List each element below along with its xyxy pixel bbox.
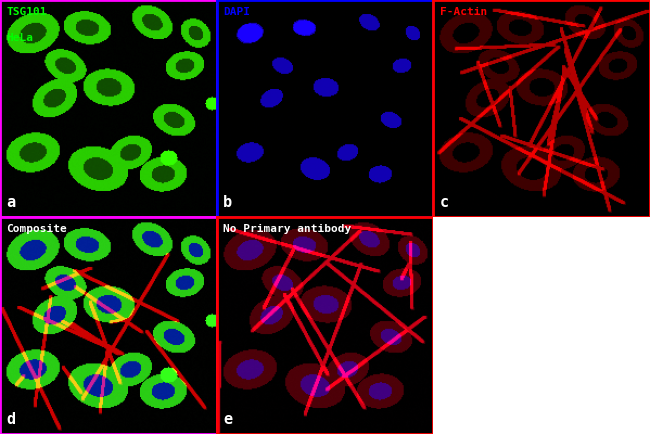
Text: F-Actin: F-Actin	[440, 7, 487, 16]
Text: b: b	[223, 195, 232, 210]
Text: HeLa: HeLa	[6, 33, 34, 43]
Text: c: c	[440, 195, 449, 210]
Text: e: e	[223, 412, 232, 427]
Text: d: d	[6, 412, 16, 427]
Text: No Primary antibody: No Primary antibody	[223, 224, 352, 233]
Text: TSG101: TSG101	[6, 7, 47, 16]
Text: Composite: Composite	[6, 224, 67, 233]
Text: a: a	[6, 195, 16, 210]
Text: DAPI: DAPI	[223, 7, 250, 16]
